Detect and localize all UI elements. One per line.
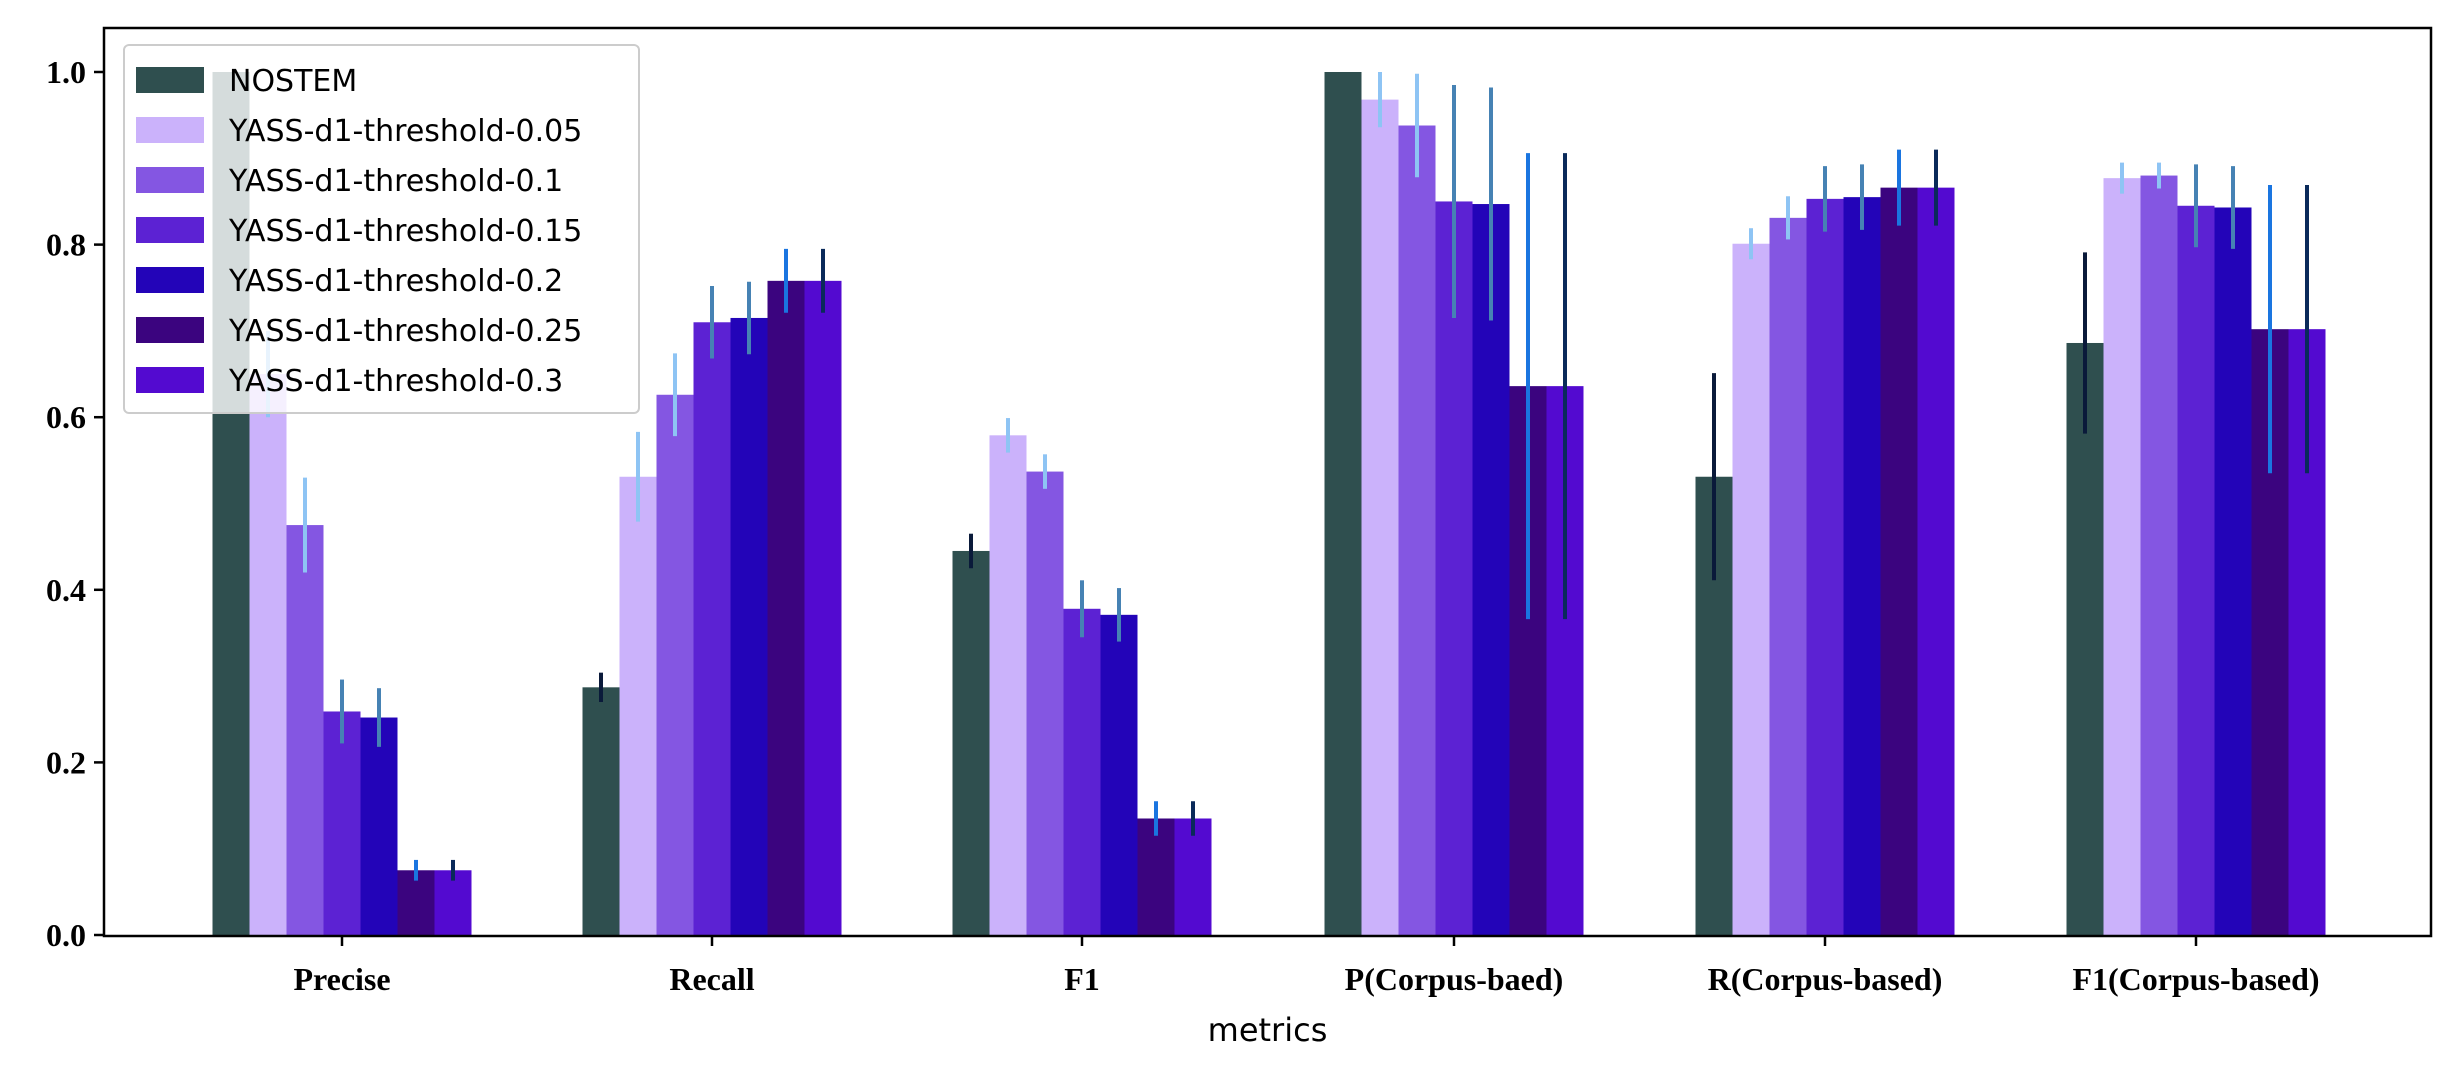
bar [804,280,842,935]
bar [656,394,694,936]
legend-label: YASS-d1-threshold-0.1 [228,164,563,199]
bar [2214,207,2252,936]
bar [1026,471,1064,935]
bar [952,550,990,935]
legend-swatch [136,367,204,393]
bar [1843,197,1881,935]
bar [397,870,435,935]
y-tick-label: 0.6 [46,399,86,435]
legend-swatch [136,317,204,343]
y-tick-label: 0.4 [46,572,86,608]
x-axis: Precise Recall F1 P(Corpus-baed) R(Corpus-ba… [293,936,2320,997]
bar [2140,175,2178,935]
legend-swatch [136,267,204,293]
legend-label: YASS-d1-threshold-0.3 [228,364,563,399]
bar [1435,201,1473,935]
x-axis-title: metrics [1208,1011,1328,1049]
bar [1324,72,1362,935]
plot-frame [102,26,2433,938]
x-tick-label: R(Corpus-based) [1708,961,1943,997]
y-tick-label: 0.0 [46,917,86,953]
bar [1100,614,1138,935]
bar [1398,125,1436,936]
bar [2103,178,2141,936]
y-tick-label: 0.8 [46,227,86,263]
bar [730,317,768,936]
bar [360,717,398,935]
bar [1174,818,1212,935]
bar [693,322,731,935]
legend-swatch [136,117,204,143]
error-bars-layer [266,72,2309,881]
bar [1806,198,1844,936]
bar [767,280,805,935]
x-tick-label: Precise [293,961,390,997]
bar [434,870,472,935]
bar [619,476,657,935]
bar [2066,342,2104,935]
bar [582,687,620,935]
legend-label: YASS-d1-threshold-0.2 [228,264,563,299]
bar [1137,818,1175,935]
legend-swatch [136,67,204,93]
legend-box [123,44,640,414]
bar [1917,187,1955,936]
x-tick-label: P(Corpus-baed) [1345,961,1564,997]
legend-label: YASS-d1-threshold-0.25 [228,314,582,349]
legend: NOSTEM YASS-d1-threshold-0.05 YASS-d1-thre… [123,44,640,414]
legend-label: NOSTEM [229,64,357,99]
bar [2177,205,2215,935]
y-tick-label: 0.2 [46,744,86,780]
legend-label: YASS-d1-threshold-0.05 [228,114,582,149]
x-tick-label: F1 [1064,961,1100,997]
y-tick-label: 1.0 [46,54,86,90]
x-tick-label: Recall [669,961,754,997]
bar [1769,217,1807,936]
bar [989,435,1027,935]
bar [1361,99,1399,936]
bar [1732,243,1770,935]
legend-swatch [136,217,204,243]
bar [1880,187,1918,936]
x-tick-label: F1(Corpus-based) [2072,961,2319,997]
bar [323,711,361,935]
legend-swatch [136,167,204,193]
bar [249,374,287,935]
bar [1063,608,1101,935]
legend-label: YASS-d1-threshold-0.15 [228,214,582,249]
bars-layer [212,72,2326,936]
y-axis: 0.0 0.2 0.4 0.6 0.8 1.0 [46,54,104,953]
bar [286,525,324,935]
bar [1472,204,1510,935]
